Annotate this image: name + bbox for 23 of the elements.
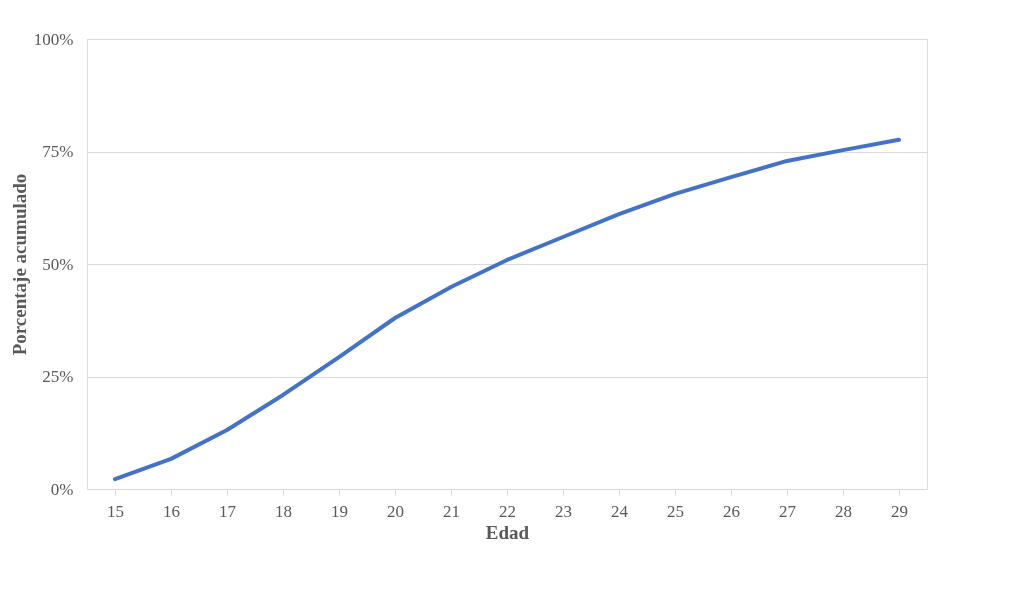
x-tick-label: 29 — [891, 501, 908, 521]
line-series — [113, 137, 901, 482]
y-tick-label: 50% — [42, 254, 74, 274]
x-tick-label: 23 — [555, 501, 572, 521]
x-axis-title: Edad — [485, 521, 530, 543]
x-tick-label: 15 — [107, 501, 124, 521]
x-tick-label: 22 — [499, 501, 516, 521]
x-tick-label: 26 — [723, 501, 740, 521]
x-tick-label: 24 — [611, 501, 629, 521]
x-tick-label: 19 — [331, 501, 348, 521]
y-axis-title: Porcentaje acumulado — [8, 173, 30, 356]
x-tick-label: 16 — [163, 501, 180, 521]
x-tick-label: 28 — [835, 501, 852, 521]
x-tick-label: 18 — [275, 501, 292, 521]
y-tick-label: 100% — [33, 29, 74, 49]
y-tick-label: 25% — [42, 367, 74, 386]
x-tick-label: 25 — [667, 501, 684, 521]
x-tick-label: 21 — [443, 501, 460, 521]
x-tick-label: 27 — [779, 501, 797, 521]
x-tick-label: 17 — [219, 501, 237, 521]
y-tick-label: 75% — [42, 142, 74, 161]
x-tick-label: 20 — [387, 501, 404, 521]
y-tick-label: 0% — [50, 479, 74, 499]
